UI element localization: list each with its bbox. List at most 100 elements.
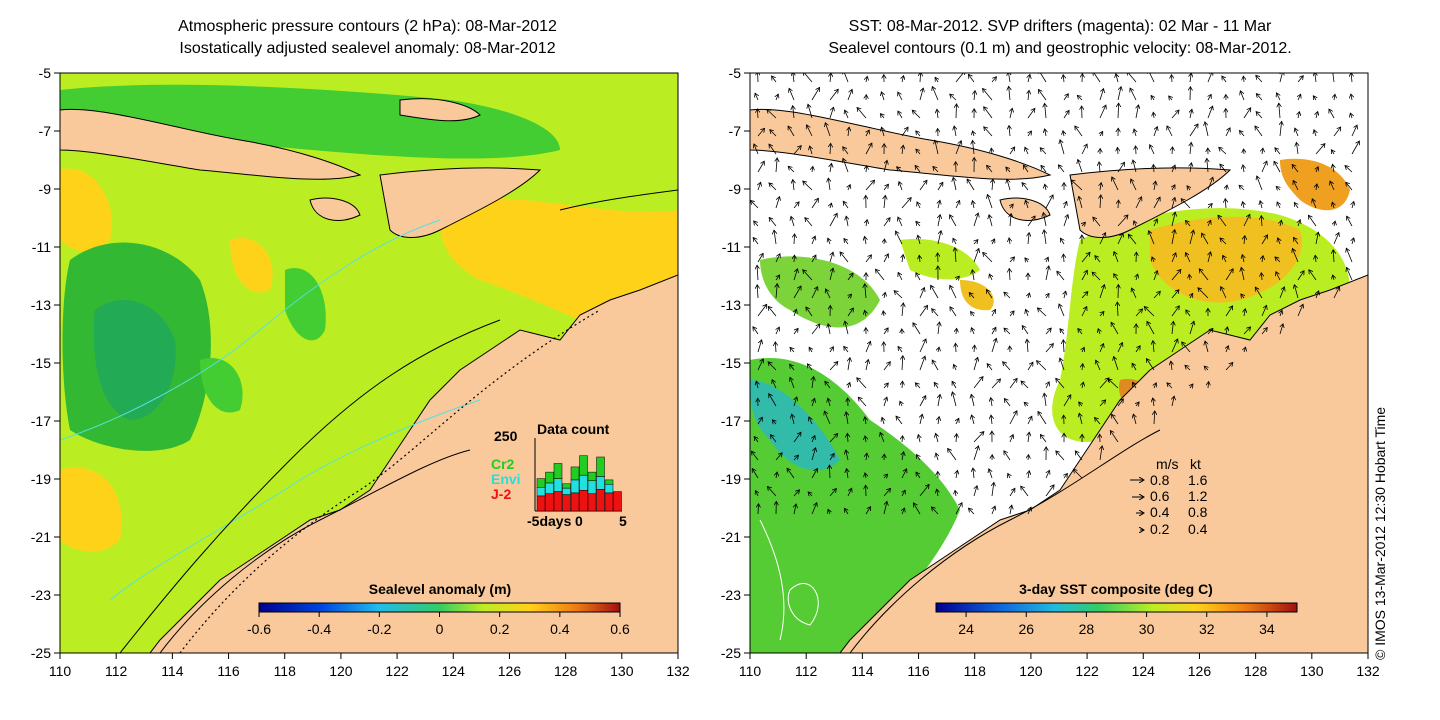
velocity-arrow	[1099, 89, 1104, 101]
velocity-arrow	[828, 398, 830, 407]
velocity-arrow	[938, 322, 939, 335]
y-tick-label: -7	[39, 123, 52, 139]
sla-colorbar-label: Sealevel anomaly (m)	[369, 581, 511, 597]
velocity-arrow	[1153, 291, 1160, 299]
velocity-arrow	[1025, 200, 1028, 209]
velocity-arrow	[972, 201, 974, 209]
velocity-arrow	[866, 360, 868, 371]
velocity-arrow	[883, 383, 888, 389]
velocity-arrow	[844, 346, 849, 353]
velocity-arrow	[1009, 238, 1010, 245]
velocity-arrow	[826, 289, 831, 299]
velocity-arrow	[1260, 201, 1262, 209]
velocity-arrow	[1190, 109, 1192, 119]
velocity-arrow	[938, 200, 940, 209]
velocity-arrow	[902, 508, 905, 515]
velocity-arrow	[843, 147, 849, 155]
velocity-arrow	[1100, 446, 1102, 461]
velocity-arrow	[882, 417, 884, 425]
velocity-arrow	[955, 490, 956, 497]
velocity-arrow	[901, 127, 908, 137]
velocity-arrow	[1190, 384, 1193, 388]
velocity-arrow	[1220, 238, 1227, 245]
velocity-arrow	[809, 347, 812, 353]
velocity-arrow	[1219, 147, 1227, 155]
x-tick-label: 118	[964, 663, 987, 679]
velocity-arrow	[931, 285, 939, 299]
velocity-arrow	[1333, 127, 1341, 137]
velocity-arrow	[1190, 163, 1191, 173]
velocity-arrow	[1172, 321, 1173, 335]
inset-legend-envi: Envi	[491, 471, 521, 487]
inset-bar-envi	[536, 486, 546, 497]
velocity-arrow	[1144, 307, 1155, 317]
velocity-arrow	[847, 433, 848, 443]
velocity-arrow	[1243, 214, 1250, 227]
velocity-arrow	[775, 254, 780, 263]
inset-legend-cr2: Cr2	[491, 456, 515, 472]
velocity-legend-header-kt: kt	[1190, 456, 1201, 472]
velocity-arrow	[936, 453, 938, 461]
x-tick-label: 110	[739, 663, 762, 679]
velocity-arrow	[1186, 253, 1191, 263]
colorbar-tick-label: 0	[436, 621, 444, 637]
velocity-arrow	[1063, 94, 1068, 101]
x-tick-label: 112	[105, 663, 128, 679]
velocity-arrow	[791, 216, 794, 227]
velocity-arrow	[1276, 93, 1280, 101]
velocity-arrow	[865, 436, 866, 443]
x-tick-label: 120	[329, 663, 353, 679]
velocity-arrow	[811, 287, 818, 299]
velocity-arrow	[866, 220, 867, 227]
velocity-arrow	[865, 417, 866, 425]
velocity-arrow	[1315, 255, 1316, 263]
velocity-arrow	[954, 364, 956, 371]
velocity-arrow	[916, 472, 921, 479]
velocity-arrow	[880, 433, 885, 443]
velocity-arrow	[1154, 383, 1156, 389]
velocity-arrow	[865, 310, 866, 317]
velocity-arrow	[1221, 287, 1227, 299]
velocity-arrow	[1114, 252, 1119, 263]
velocity-arrow	[1112, 414, 1119, 425]
velocity-arrow	[790, 364, 795, 371]
velocity-arrow	[793, 180, 794, 191]
velocity-arrow	[1151, 95, 1154, 101]
velocity-arrow	[1099, 285, 1104, 299]
colorbar-tick-label: 0.4	[550, 621, 570, 637]
velocity-arrow	[866, 130, 869, 137]
velocity-arrow	[989, 274, 992, 281]
velocity-arrow	[896, 416, 903, 425]
inset-xlabel-end: 5	[619, 513, 627, 529]
velocity-legend-ms: 0.6	[1150, 488, 1170, 504]
velocity-arrow	[974, 240, 978, 245]
velocity-arrow	[776, 472, 777, 479]
velocity-arrow	[1262, 148, 1263, 155]
velocity-arrow	[898, 346, 902, 353]
velocity-arrow	[1009, 411, 1017, 425]
velocity-arrow	[1171, 253, 1176, 263]
velocity-arrow	[830, 347, 833, 353]
y-tick-label: -19	[721, 471, 741, 487]
x-tick-label: 112	[795, 663, 818, 679]
velocity-arrow	[812, 398, 815, 407]
velocity-arrow	[1110, 431, 1119, 443]
velocity-arrow	[752, 451, 759, 461]
velocity-arrow	[865, 284, 866, 299]
velocity-arrow	[829, 107, 834, 119]
velocity-arrow	[1117, 302, 1118, 317]
velocity-arrow	[847, 89, 852, 101]
velocity-arrow	[1095, 256, 1101, 263]
colorbar-tick-label: 30	[1139, 621, 1155, 637]
velocity-arrow	[1134, 221, 1136, 227]
velocity-arrow	[1082, 382, 1083, 389]
velocity-arrow	[757, 417, 762, 425]
velocity-arrow	[843, 201, 849, 209]
velocity-arrow	[1057, 271, 1065, 281]
australia-land	[149, 274, 678, 653]
velocity-arrow	[919, 484, 929, 497]
velocity-arrow	[1298, 112, 1299, 119]
velocity-arrow	[1199, 269, 1209, 281]
velocity-arrow	[1154, 219, 1157, 227]
velocity-arrow	[984, 107, 993, 119]
